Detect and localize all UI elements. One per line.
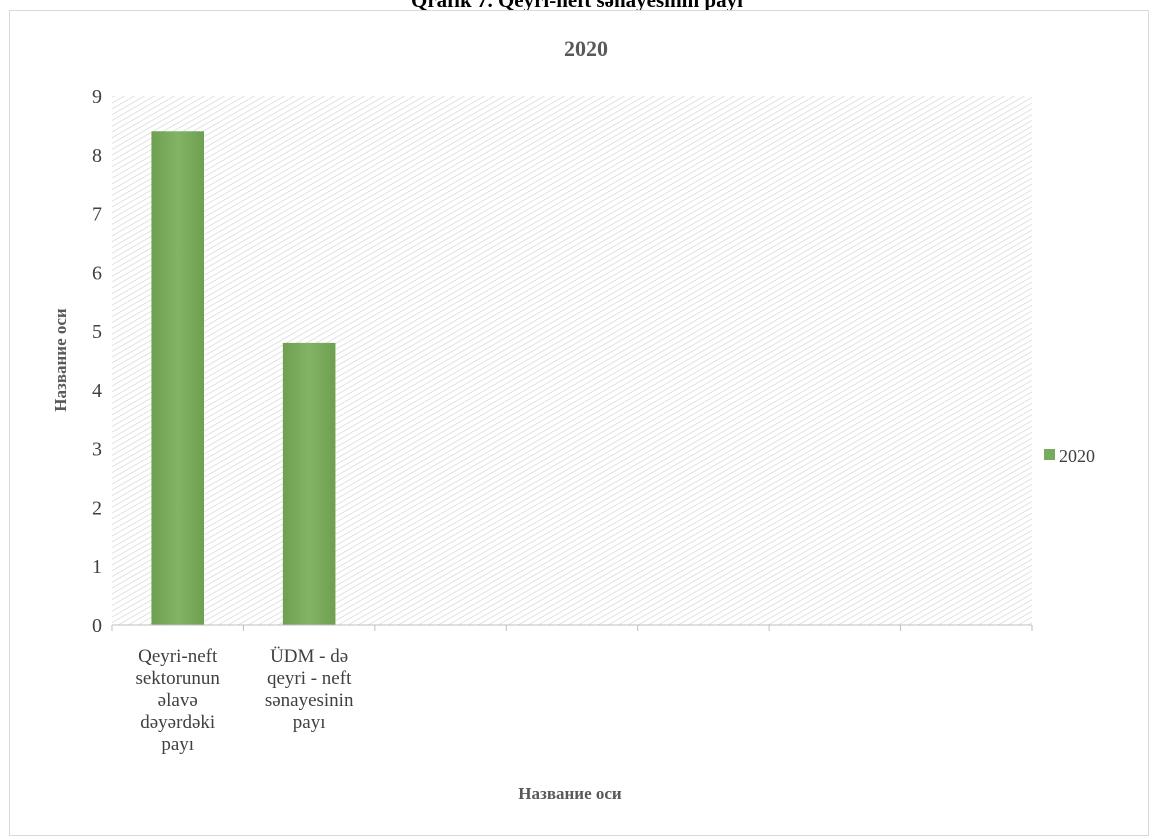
y-tick-label: 2 xyxy=(92,497,102,519)
y-tick-label: 8 xyxy=(92,145,102,167)
y-tick-label: 5 xyxy=(92,321,102,343)
x-axis-title: Название оси xyxy=(518,784,622,803)
y-tick-label: 6 xyxy=(92,262,102,284)
x-category-label: ÜDM - də qeyri - neft sənayesinin payı xyxy=(265,646,354,733)
legend: 2020 xyxy=(1044,446,1095,466)
y-tick-label: 4 xyxy=(92,380,102,402)
y-axis-title: Название оси xyxy=(51,308,70,412)
plot-background xyxy=(112,96,1032,625)
y-tick-label: 0 xyxy=(92,615,102,637)
y-tick-label: 9 xyxy=(92,86,102,108)
chart-title: 2020 xyxy=(564,36,608,61)
x-category-label: Qeyri-neft sektorunun əlavə dəyərdəki payı xyxy=(135,646,220,755)
legend-entry: 2020 xyxy=(1059,446,1095,466)
plot-area: 0 1 2 3 4 5 6 7 8 9 Qeyri-neft sektorunun əlavə dəyər… xyxy=(92,86,1033,755)
bar xyxy=(282,342,336,625)
legend-swatch xyxy=(1044,449,1055,460)
bar xyxy=(151,131,204,625)
y-tick-label: 1 xyxy=(92,556,102,578)
document-title: Qrafik 7. Qeyri-neft sənayesinin payı xyxy=(411,0,743,12)
y-tick-label: 3 xyxy=(92,439,102,461)
y-tick-label: 7 xyxy=(92,204,102,226)
